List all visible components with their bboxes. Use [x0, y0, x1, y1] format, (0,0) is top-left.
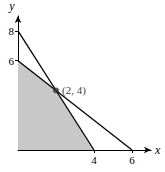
svg-text:(2, 4): (2, 4) [62, 84, 86, 97]
svg-text:x: x [154, 143, 161, 157]
svg-text:8: 8 [9, 25, 15, 37]
svg-text:6: 6 [9, 55, 15, 67]
svg-text:6: 6 [129, 154, 135, 166]
svg-text:y: y [8, 0, 15, 13]
svg-text:4: 4 [91, 154, 97, 166]
